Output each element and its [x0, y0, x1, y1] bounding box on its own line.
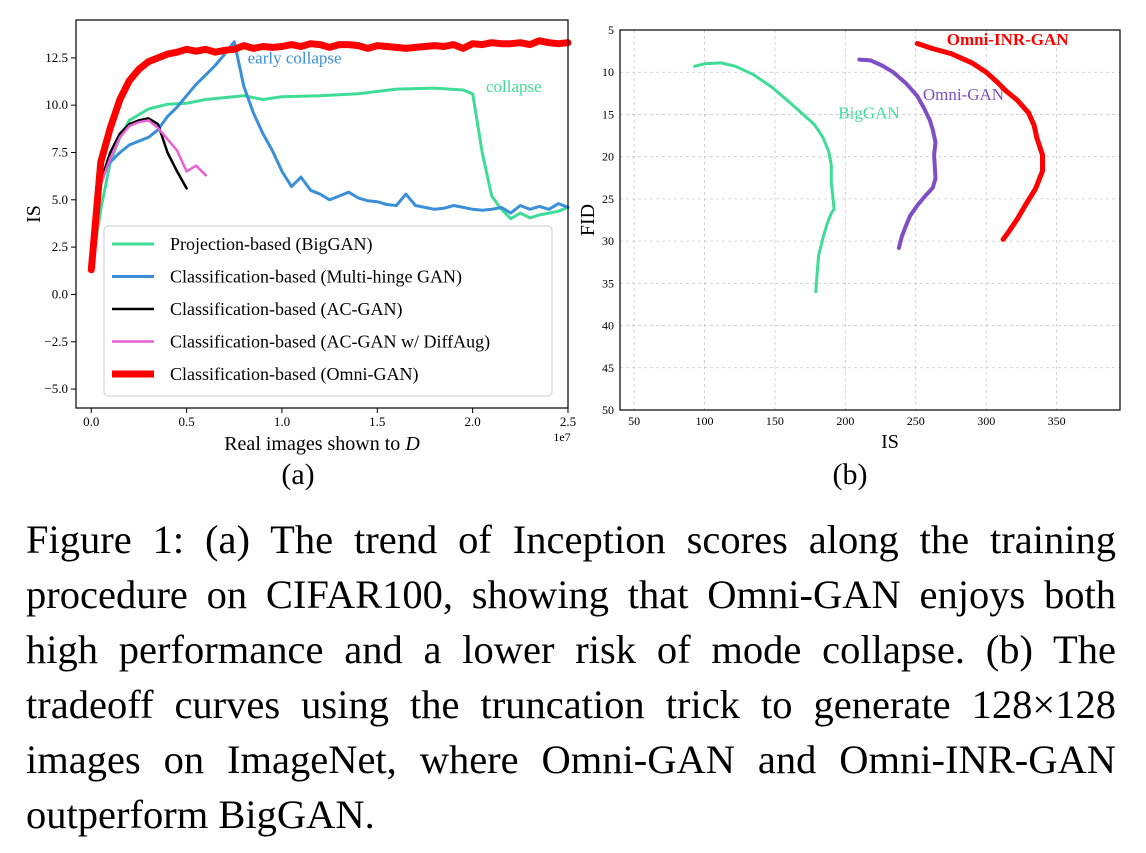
y-tick-label: 7.5 — [52, 144, 68, 159]
panel-a-label: (a) — [281, 458, 314, 491]
y-tick-label: 15 — [602, 107, 614, 121]
x-tick-label: 2.0 — [465, 414, 481, 429]
x-tick-label: 2.5 — [560, 414, 576, 429]
series-line-0 — [89, 86, 570, 272]
chart-b-fid-vs-is: BigGAN Omni-GAN Omni-INR-GAN 50 100 150 200 250… — [577, 23, 1121, 453]
series-line-3 — [90, 119, 207, 272]
plot-frame — [619, 29, 1121, 411]
y-axis-label: IS — [23, 205, 45, 223]
annotation-1: collapse — [486, 77, 542, 96]
y-tick-label: 10 — [602, 65, 614, 79]
y-axis-label: FID — [577, 204, 599, 236]
series-line-2 — [90, 117, 188, 272]
y-tick-label: 5.0 — [52, 192, 68, 207]
y-tick-label: 0.0 — [52, 286, 68, 301]
y-tick-label: 50 — [602, 403, 614, 417]
y-tick-label: 40 — [602, 319, 614, 333]
series-line-1 — [89, 40, 570, 272]
x-tick-label: 350 — [1048, 414, 1066, 428]
series-label-2: Omni-INR-GAN — [947, 30, 1070, 49]
series-line-2 — [914, 41, 1045, 242]
x-tick-label: 250 — [907, 414, 925, 428]
y-tick-label: 45 — [602, 361, 614, 375]
y-tick-label: 5 — [608, 23, 614, 37]
plot-frame — [75, 19, 569, 409]
series-label-0: BigGAN — [838, 104, 899, 123]
y-tick-label: 35 — [602, 276, 614, 290]
annotation-0: early collapse — [248, 49, 342, 68]
y-tick-label: −5.0 — [44, 381, 68, 396]
y-tick-label: 12.5 — [45, 50, 68, 65]
series-line-4 — [87, 37, 572, 274]
x-tick-label: 200 — [836, 414, 854, 428]
x-axis-label-var: D — [404, 433, 420, 455]
series-line-0 — [693, 61, 836, 294]
x-tick-label: 300 — [977, 414, 995, 428]
x-tick-label: 100 — [696, 414, 714, 428]
x-tick-label: 150 — [766, 414, 784, 428]
y-tick-label: 20 — [602, 150, 614, 164]
legend-label-1: Classification-based (Multi-hinge GAN) — [170, 267, 462, 288]
series-label-1: Omni-GAN — [923, 85, 1004, 104]
x-axis-label: IS — [881, 431, 899, 453]
y-tick-label: 2.5 — [52, 239, 68, 254]
panel-b-label: (b) — [833, 458, 868, 491]
y-tick-label: 10.0 — [45, 97, 68, 112]
legend-label-0: Projection-based (BigGAN) — [170, 234, 372, 255]
y-tick-label: 30 — [602, 234, 614, 248]
legend-label-2: Classification-based (AC-GAN) — [170, 299, 402, 320]
y-tick-label: 25 — [602, 192, 614, 206]
figure-canvas: 0.0 0.5 1.0 1.5 2.0 2.5 −5.0 −2.5 0.0 2.5 5.0 7.5 10… — [23, 19, 1121, 491]
x-tick-label: 1.0 — [274, 414, 290, 429]
x-tick-label: 0.5 — [178, 414, 194, 429]
x-axis-label: Real images shown to D — [224, 433, 420, 455]
legend-box — [103, 225, 553, 397]
legend-label-3: Classification-based (AC-GAN w/ DiffAug) — [170, 332, 490, 353]
x-axis-label-text: Real images shown to — [224, 433, 405, 455]
legend-label-4: Classification-based (Omni-GAN) — [170, 364, 418, 385]
y-tick-label: −2.5 — [44, 334, 68, 349]
series-line-1 — [857, 57, 938, 250]
chart-a-is-vs-images: 0.0 0.5 1.0 1.5 2.0 2.5 −5.0 −2.5 0.0 2.5 5.0 7.5 10… — [23, 19, 576, 455]
x-tick-label: 0.0 — [83, 414, 99, 429]
x-tick-label: 50 — [628, 414, 640, 428]
x-tick-label: 1.5 — [369, 414, 385, 429]
figure-caption: Figure 1: (a) The trend of Inception sco… — [26, 517, 1116, 837]
x-offset-text: 1e7 — [553, 430, 570, 444]
